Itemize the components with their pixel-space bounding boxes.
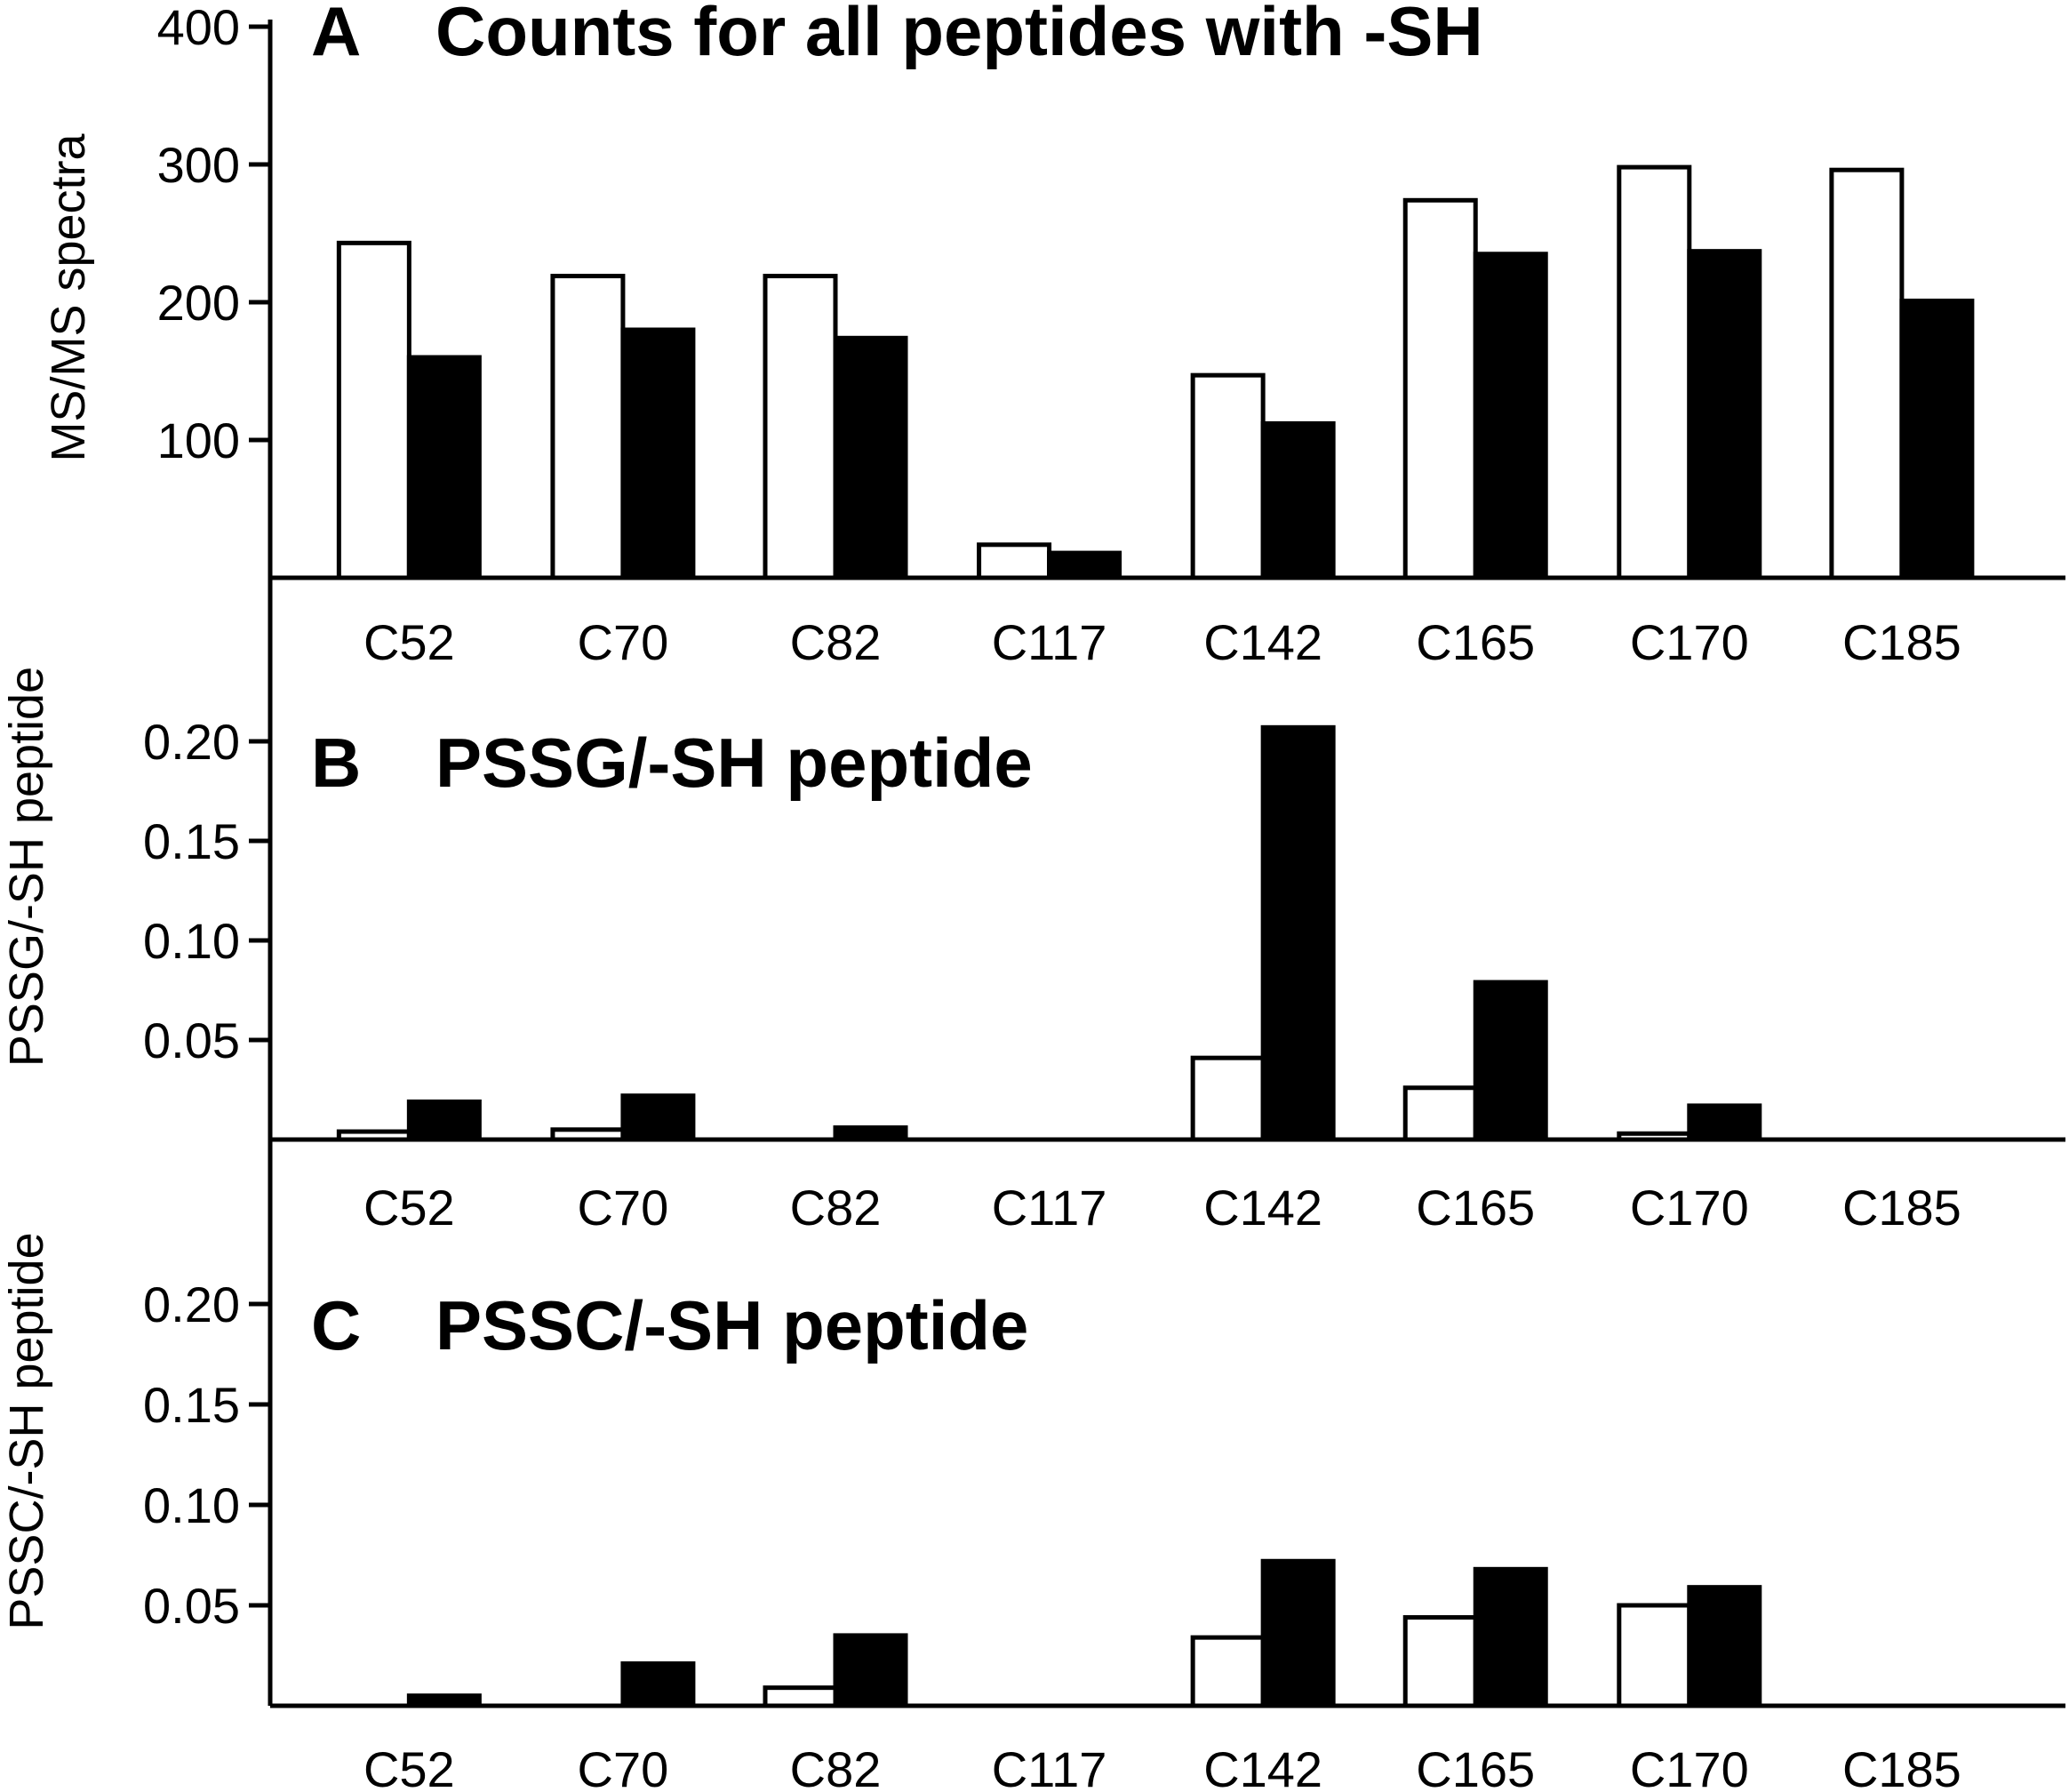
bar-filled-c165 (1473, 1566, 1548, 1708)
x-tick-label-c117: C117 (992, 614, 1107, 670)
x-tick-label-c70: C70 (578, 614, 669, 670)
bar-open-c142 (1190, 1055, 1266, 1142)
bar-open-c117 (977, 542, 1052, 580)
bar-filled-c165 (1473, 980, 1548, 1142)
x-tick-label-c117: C117 (992, 1741, 1107, 1792)
panel-b-title: PSSG/-SH peptide (435, 724, 1033, 802)
bar-open-c142 (1190, 372, 1266, 580)
bar-open-c52 (336, 240, 411, 580)
panel-a: A Counts for all peptides with -SH MS/MS… (42, 0, 2065, 670)
bar-filled-c82 (833, 335, 908, 580)
y-tick-label: 200 (157, 275, 240, 331)
y-tick-label: 0.20 (143, 1276, 240, 1332)
y-tick-label: 100 (157, 412, 240, 468)
x-tick-label-c185: C185 (1842, 614, 1961, 670)
y-tick-label: 0.10 (143, 1477, 240, 1533)
x-tick-label-c70: C70 (578, 1180, 669, 1236)
y-tick-label: 0.05 (143, 1578, 240, 1634)
panel-c-ylabel: PSSC/-SH peptide (0, 1232, 53, 1629)
bar-filled-c117 (1047, 550, 1122, 580)
bar-open-c82 (763, 274, 838, 580)
bar-filled-c170 (1687, 1585, 1762, 1708)
y-tick-label: 0.05 (143, 1012, 240, 1068)
bar-filled-c142 (1260, 420, 1336, 580)
bar-open-c52 (336, 1129, 411, 1142)
bar-filled-c52 (406, 1099, 482, 1142)
panel-a-ylabel: MS/MS spectra (42, 132, 95, 461)
panel-b-letter: B (311, 724, 361, 802)
y-tick-label: 300 (157, 137, 240, 193)
bar-open-c165 (1402, 1085, 1478, 1142)
bar-open-c165 (1402, 1615, 1478, 1708)
panel-a-letter: A (311, 0, 361, 70)
x-tick-label-c165: C165 (1416, 1180, 1535, 1236)
bar-open-c70 (550, 274, 626, 580)
bar-open-c70 (550, 1127, 626, 1142)
x-tick-label-c165: C165 (1416, 1741, 1535, 1792)
x-tick-label-c142: C142 (1203, 1741, 1322, 1792)
bar-filled-c185 (1899, 298, 1975, 580)
panel-b-ylabel: PSSG/-SH peptide (0, 667, 53, 1067)
x-tick-label-c165: C165 (1416, 614, 1535, 670)
x-tick-label-c170: C170 (1630, 1741, 1749, 1792)
x-tick-label-c117: C117 (992, 1180, 1107, 1236)
bar-filled-c70 (620, 1661, 696, 1708)
y-tick-label: 400 (157, 0, 240, 55)
x-tick-label-c82: C82 (790, 614, 882, 670)
x-tick-label-c142: C142 (1203, 1180, 1322, 1236)
x-tick-label-c70: C70 (578, 1741, 669, 1792)
bar-open-c170 (1617, 1131, 1692, 1142)
panel-b: B PSSG/-SH peptide PSSG/-SH peptide 0.05… (0, 578, 2065, 1236)
bar-open-c185 (1829, 167, 1905, 580)
panel-c-title: PSSC/-SH peptide (435, 1286, 1028, 1364)
panel-a-title: Counts for all peptides with -SH (435, 0, 1483, 70)
bar-open-c170 (1617, 164, 1692, 580)
bar-filled-c70 (620, 327, 696, 580)
x-tick-label-c170: C170 (1630, 1180, 1749, 1236)
x-tick-label-c185: C185 (1842, 1180, 1961, 1236)
x-tick-label-c82: C82 (790, 1180, 882, 1236)
bar-filled-c52 (406, 355, 482, 580)
bar-filled-c170 (1687, 249, 1762, 580)
bar-filled-c142 (1260, 1558, 1336, 1708)
bar-filled-c170 (1687, 1103, 1762, 1142)
y-tick-label: 0.20 (143, 714, 240, 770)
x-tick-label-c82: C82 (790, 1741, 882, 1792)
bar-open-c142 (1190, 1635, 1266, 1708)
x-tick-label-c185: C185 (1842, 1741, 1961, 1792)
x-tick-label-c142: C142 (1203, 614, 1322, 670)
bar-filled-c52 (406, 1693, 482, 1708)
y-tick-label: 0.10 (143, 913, 240, 969)
panel-c-letter: C (311, 1286, 361, 1364)
bar-filled-c82 (833, 1125, 908, 1142)
panel-c: C PSSC/-SH peptide PSSC/-SH peptide 0.05… (0, 1140, 2065, 1792)
bar-filled-c70 (620, 1093, 696, 1142)
bar-open-c82 (763, 1685, 838, 1708)
y-tick-label: 0.15 (143, 813, 240, 869)
x-tick-label-c52: C52 (363, 1180, 455, 1236)
x-tick-label-c52: C52 (363, 614, 455, 670)
bar-filled-c165 (1473, 252, 1548, 580)
bar-filled-c82 (833, 1633, 908, 1708)
bar-open-c165 (1402, 197, 1478, 580)
x-tick-label-c170: C170 (1630, 614, 1749, 670)
bar-open-c170 (1617, 1603, 1692, 1708)
bar-filled-c142 (1260, 724, 1336, 1142)
x-tick-label-c52: C52 (363, 1741, 455, 1792)
y-tick-label: 0.15 (143, 1377, 240, 1433)
